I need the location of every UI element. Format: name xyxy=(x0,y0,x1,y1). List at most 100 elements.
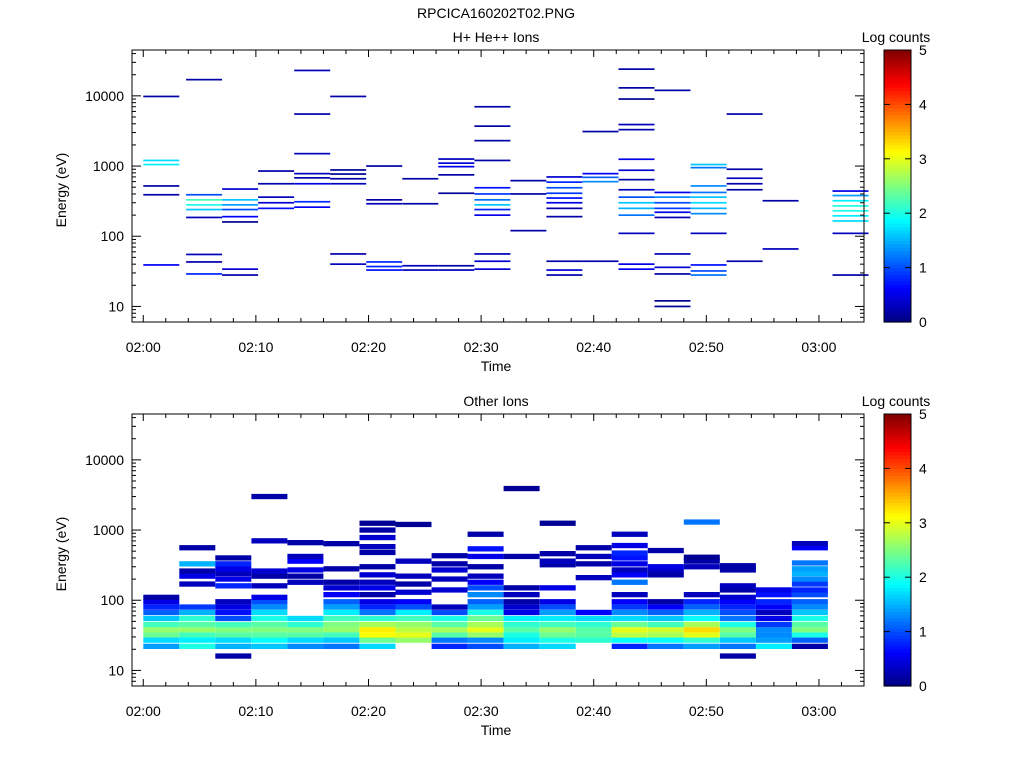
heatmap-cell xyxy=(618,188,655,191)
panel-title: H+ He++ Ions xyxy=(453,29,540,45)
heatmap-cell xyxy=(366,261,403,263)
heatmap-cell xyxy=(791,643,828,649)
colorbar-segment xyxy=(884,175,911,180)
heatmap-cell xyxy=(791,576,828,582)
heatmap-cell xyxy=(222,204,259,206)
colorbar-segment xyxy=(884,264,911,269)
heatmap-cell xyxy=(832,215,869,217)
colorbar-segment xyxy=(884,318,911,323)
heatmap-cell xyxy=(611,599,648,605)
heatmap-cell xyxy=(431,576,468,582)
colorbar-segment xyxy=(884,247,911,252)
heatmap-cell xyxy=(611,542,648,549)
heatmap-cell xyxy=(251,493,288,500)
colorbar-segment xyxy=(884,63,911,68)
colorbar-label: Log counts xyxy=(862,393,931,409)
heatmap-cell xyxy=(719,632,756,638)
heatmap-cell xyxy=(143,594,180,600)
heatmap-cell xyxy=(287,579,324,585)
heatmap-cell xyxy=(323,541,360,547)
heatmap-cell xyxy=(683,621,720,628)
colorbar-segment xyxy=(884,584,911,588)
heatmap-cell xyxy=(179,632,216,638)
colorbar-segment xyxy=(884,570,911,575)
heatmap-cell xyxy=(647,564,684,570)
heatmap-cell xyxy=(287,643,324,649)
colorbar-segment xyxy=(884,607,911,612)
heatmap-cell xyxy=(359,627,396,633)
heatmap-cell xyxy=(179,561,216,567)
heatmap-cell xyxy=(791,587,828,593)
heatmap-cell xyxy=(503,637,540,643)
heatmap-cell xyxy=(467,637,504,643)
heatmap-cell xyxy=(611,572,648,578)
heatmap-cell xyxy=(222,199,259,201)
y-tick-label: 1000 xyxy=(93,158,124,174)
colorbar-tick-label: 0 xyxy=(919,314,927,330)
heatmap-cell xyxy=(654,216,691,219)
heatmap-cell xyxy=(323,579,360,585)
colorbar-segment xyxy=(884,601,911,605)
colorbar-segment xyxy=(884,604,911,609)
heatmap-cell xyxy=(719,567,756,573)
heatmap-cell xyxy=(287,558,324,564)
heatmap-cell xyxy=(791,627,828,633)
colorbar-tick-label: 1 xyxy=(919,260,927,276)
colorbar-segment xyxy=(884,199,911,204)
heatmap-cell xyxy=(832,220,869,222)
heatmap-cell xyxy=(647,572,684,578)
colorbar-segment xyxy=(884,118,911,122)
heatmap-cell xyxy=(832,210,869,212)
heatmap-cell xyxy=(251,643,288,649)
colorbar-segment xyxy=(884,465,911,469)
heatmap-cell xyxy=(683,564,720,570)
heatmap-cell xyxy=(323,604,360,610)
heatmap-cell xyxy=(546,207,583,210)
y-tick-label: 10 xyxy=(108,662,124,678)
heatmap-cell xyxy=(474,253,511,255)
colorbar-segment xyxy=(884,182,911,187)
heatmap-cell xyxy=(690,264,727,266)
heatmap-cell xyxy=(467,531,504,537)
heatmap-cell xyxy=(179,568,216,574)
colorbar-segment xyxy=(884,519,911,524)
heatmap-cell xyxy=(611,632,648,638)
heatmap-cell xyxy=(179,621,216,628)
heatmap-cell xyxy=(474,186,511,189)
colorbar-segment xyxy=(884,645,911,650)
colorbar-segment xyxy=(884,482,911,486)
heatmap-cell xyxy=(186,261,223,263)
heatmap-cell xyxy=(618,214,655,216)
colorbar-segment xyxy=(884,257,911,262)
x-tick-label: 02:10 xyxy=(238,339,273,355)
heatmap-cell xyxy=(222,274,259,276)
colorbar-segment xyxy=(884,631,911,636)
heatmap-cell xyxy=(215,566,252,572)
heatmap-cell xyxy=(215,604,252,610)
colorbar-segment xyxy=(884,101,911,105)
colorbar-segment xyxy=(884,271,911,275)
colorbar-segment xyxy=(884,499,911,503)
plot-axes: 02:00 02:10 02:20 02:30 02:40 02:50 03:00 10 100… xyxy=(85,413,865,719)
colorbar-segment xyxy=(884,233,911,238)
heatmap-cell xyxy=(546,197,583,199)
y-axis-label: Energy (eV) xyxy=(53,153,69,228)
heatmap-cell xyxy=(726,188,763,191)
heatmap-cell xyxy=(654,273,691,275)
heatmap-cell xyxy=(395,573,432,579)
heatmap-cell xyxy=(438,192,475,195)
colorbar-segment xyxy=(884,240,911,245)
colorbar-segment xyxy=(884,97,911,102)
heatmap-cell xyxy=(395,621,432,628)
colorbar-segment xyxy=(884,516,911,520)
colorbar-segment xyxy=(884,495,911,500)
colorbar-segment xyxy=(884,454,911,459)
heatmap-cell xyxy=(431,632,468,638)
heatmap-cell xyxy=(503,643,540,649)
heatmap-cell xyxy=(647,627,684,633)
heatmap-cell xyxy=(215,653,252,659)
heatmap-cell xyxy=(654,211,691,214)
heatmap-cell xyxy=(251,604,288,610)
heatmap-cell xyxy=(719,643,756,649)
heatmap-cell xyxy=(832,194,869,197)
